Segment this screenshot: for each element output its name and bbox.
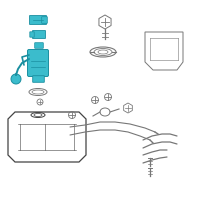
FancyBboxPatch shape bbox=[33, 76, 44, 82]
FancyBboxPatch shape bbox=[28, 49, 48, 76]
FancyBboxPatch shape bbox=[32, 30, 46, 38]
FancyBboxPatch shape bbox=[30, 16, 46, 24]
FancyBboxPatch shape bbox=[42, 17, 47, 23]
FancyBboxPatch shape bbox=[35, 43, 43, 48]
FancyBboxPatch shape bbox=[30, 32, 34, 37]
Circle shape bbox=[11, 74, 21, 84]
